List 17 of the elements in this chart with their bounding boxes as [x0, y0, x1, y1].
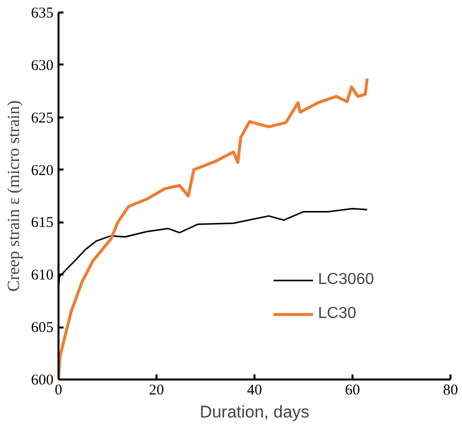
x-tick-label: 40: [247, 382, 262, 398]
y-tick-label: 620: [31, 162, 54, 179]
y-tick-label: 615: [31, 215, 54, 232]
y-tick-label: 600: [31, 372, 54, 388]
legend-label: LC3060: [318, 271, 374, 289]
x-axis-title: Duration, days: [200, 402, 310, 422]
x-tick-label: 20: [149, 382, 164, 398]
y-tick-label: 630: [31, 58, 54, 74]
y-tick-label: 635: [31, 6, 54, 22]
y-axis-title: Creep strain ε (micro strain): [4, 100, 23, 292]
x-tick-label: 80: [443, 382, 458, 398]
y-tick-label: 610: [31, 268, 54, 284]
x-tick-label: 0: [54, 382, 62, 398]
legend-label: LC30: [318, 305, 356, 323]
y-tick-label: 625: [31, 110, 54, 126]
y-tick-label: 605: [31, 320, 54, 336]
x-tick-label: 60: [345, 382, 360, 398]
